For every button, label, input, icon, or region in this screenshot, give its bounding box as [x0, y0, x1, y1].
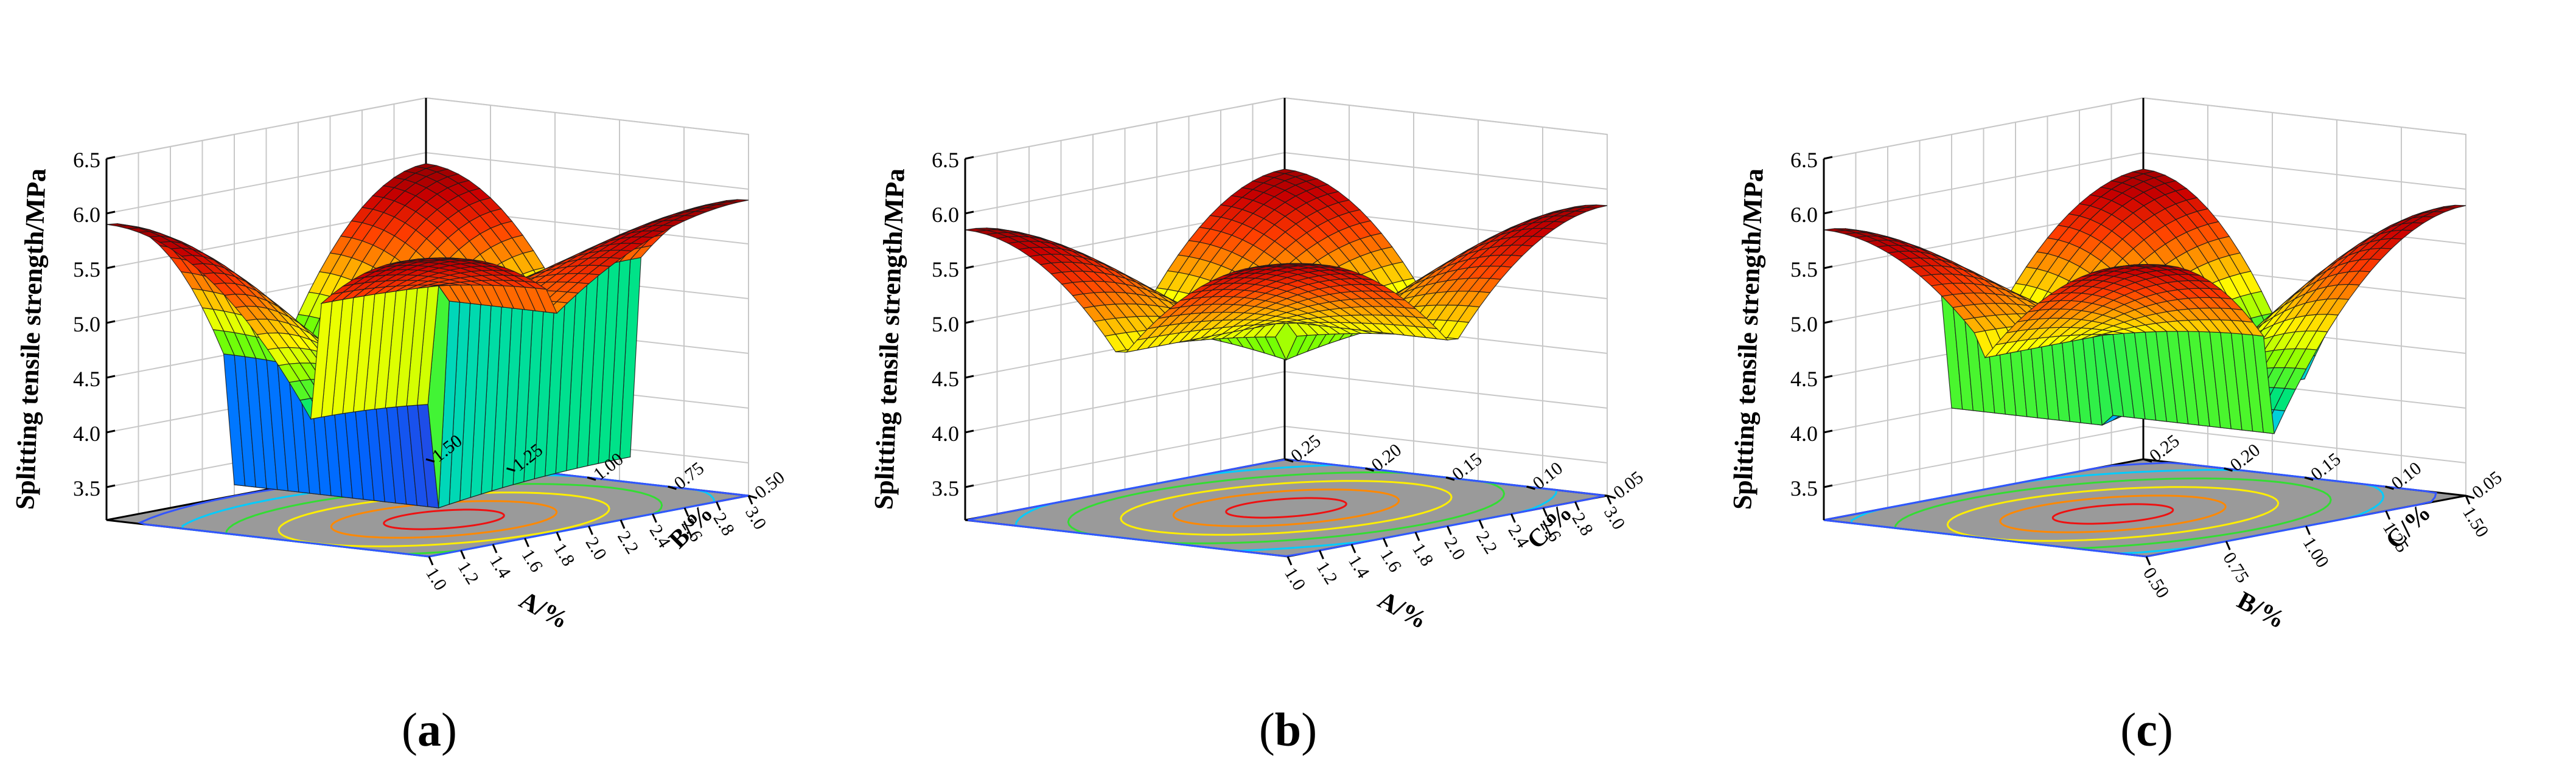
z-tick-label: 5.5 [73, 257, 100, 282]
x-tick-label: 1.0 [1280, 564, 1310, 594]
x-tick-label: 1.6 [518, 546, 547, 575]
z-axis-title: Splitting tensile strength/MPa [1727, 168, 1769, 510]
z-tick-label: 6.5 [1790, 148, 1818, 172]
x-tick-label: 2.2 [613, 527, 643, 557]
z-tick-label: 6.0 [932, 203, 959, 227]
z-tick-label: 5.5 [932, 257, 959, 282]
x-axis-title: B/% [2233, 586, 2290, 634]
x-tick-label: 3.0 [1600, 503, 1629, 533]
panel-b: 3.5 4.0 4.5 5.0 5.5 6.0 6.5 1.0 1.2 1.4 1.6 1.8 2.0 2… [859, 0, 1717, 770]
caption-c-letter: c [2136, 703, 2157, 756]
floor-contours-a [138, 467, 749, 558]
z-tick-label: 4.5 [1790, 367, 1818, 391]
surface-plot-b: 3.5 4.0 4.5 5.0 5.5 6.0 6.5 1.0 1.2 1.4 1.6 1.8 2.0 2… [868, 97, 1647, 635]
x-tick-label: 1.4 [1344, 552, 1374, 581]
x-tick-label: 1.8 [1408, 539, 1437, 569]
caption-a-letter: a [417, 703, 441, 756]
caption-c: (c) [2120, 703, 2173, 756]
caption-b: (b) [1258, 703, 1318, 756]
z-tick-label: 6.0 [1790, 203, 1818, 227]
x-tick-label: 2.2 [1472, 527, 1501, 557]
z-tick-label: 3.5 [1790, 476, 1818, 501]
caption-b-letter: b [1274, 703, 1302, 756]
x-tick-label: 1.00 [2299, 533, 2333, 571]
surface-mesh-b [965, 168, 1608, 361]
z-tick-label: 4.5 [73, 367, 100, 391]
x-tick-label: 2.8 [710, 509, 739, 539]
surface-plot-a: 3.54.04.55.05.56.06.51.0 1.2 1.4 1.6 1.8 2.0 2… [10, 97, 789, 635]
surface-mesh-c [1823, 168, 2466, 434]
z-axis-title: Splitting tensile strength/MPa [868, 168, 910, 510]
x-tick-label: 1.50 [2459, 503, 2493, 541]
caption-a: (a) [402, 703, 457, 756]
x-tick-label: 1.0 [422, 564, 451, 594]
x-tick-label: 1.2 [1313, 558, 1342, 588]
x-tick-label: 1.8 [550, 539, 579, 569]
z-axis-title: Splitting tensile strength/MPa [10, 168, 52, 510]
z-tick-label: 6.5 [73, 148, 100, 172]
z-tick-label: 4.0 [73, 421, 100, 446]
x-tick-label: 1.4 [486, 552, 515, 581]
surface-plot-c: 3.54.04.55.05.56.06.50.50 0.75 1.00 1.25 1.5… [1727, 97, 2506, 634]
z-tick-label: 6.5 [932, 148, 959, 172]
z-tick-label: 3.5 [73, 476, 100, 501]
z-tick-label: 4.5 [932, 367, 959, 391]
x-axis-title: A/% [1374, 586, 1432, 634]
surface-mesh-a [106, 163, 749, 508]
x-tick-label: 1.2 [454, 558, 483, 588]
x-tick-label: 2.0 [582, 533, 611, 563]
x-tick-label: 3.0 [741, 503, 770, 533]
z-tick-label: 5.0 [73, 312, 100, 336]
x-tick-label: 2.0 [1440, 533, 1470, 563]
z-tick-label: 4.0 [932, 421, 959, 446]
z-tick-label: 3.5 [932, 476, 959, 501]
z-tick-label: 6.0 [73, 203, 100, 227]
x-axis-title: A/% [515, 586, 573, 634]
panel-c: 3.5 4.0 4.5 5.0 5.5 6.0 6.5 0.50 0.75 1.00 1.25 1.5… [1717, 0, 2576, 770]
z-tick-label: 4.0 [1790, 421, 1818, 446]
x-tick-label: 0.50 [2139, 564, 2173, 602]
x-tick-label: 0.75 [2219, 549, 2253, 586]
z-tick-label: 5.5 [1790, 257, 1818, 282]
x-tick-label: 1.6 [1377, 546, 1406, 575]
z-tick-label: 5.0 [1790, 312, 1818, 336]
z-tick-label: 5.0 [932, 312, 959, 336]
panel-a: 3.5 4.0 4.5 5.0 5.5 6.0 6.5 1.0 1.2 1.4 1.6 1.8 2.0 2… [0, 0, 859, 770]
